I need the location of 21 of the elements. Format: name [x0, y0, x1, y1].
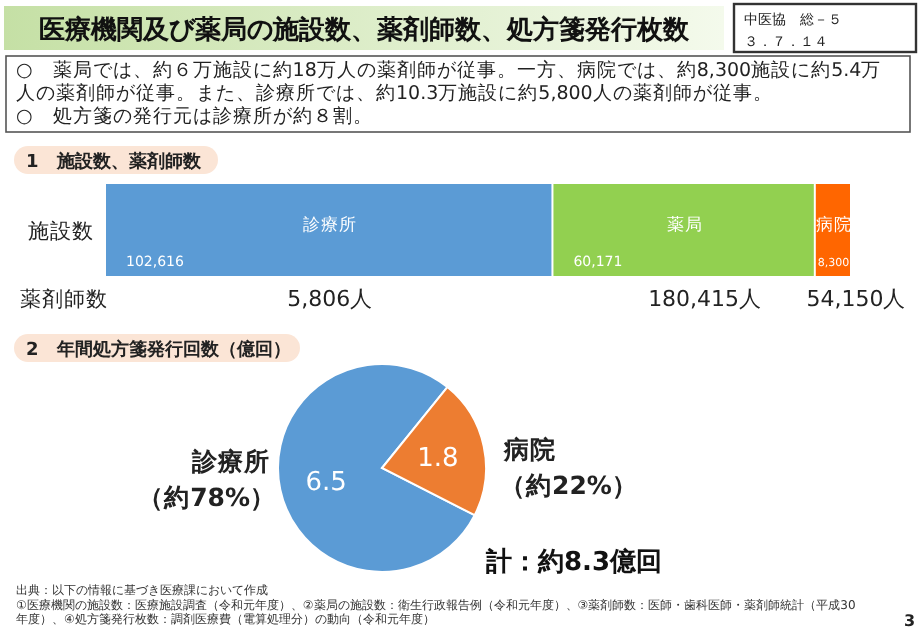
slice-label: 診療所	[190, 446, 270, 476]
text: （約78%）	[138, 482, 276, 512]
data-label: 6.5	[305, 467, 347, 498]
text: 計：約8.3億回	[484, 546, 663, 578]
text: 薬剤師数	[20, 286, 108, 312]
data-label: 1.8	[417, 444, 459, 475]
series-label: 病院	[815, 214, 852, 236]
series-label: 薬局	[666, 214, 703, 236]
text: 54,150人	[806, 286, 906, 312]
text: 180,415人	[648, 286, 762, 312]
text: ○ 薬局では、約６万施設に約18万人の薬剤師が従事。一方、病院では、約8,300施設に約5.4万人の薬剤師が従事。また、診療所では、約10.3万施設に約5,800人の薬剤師が従事。	[16, 58, 882, 105]
slice-label: 病院	[502, 434, 556, 464]
chart-title: 2 年間処方箋発行回数（億回）	[26, 339, 291, 361]
text: 5,806人	[287, 286, 373, 312]
chart-subtitle: 1 施設数、薬剤師数	[26, 151, 203, 173]
series-label: 診療所	[302, 214, 357, 236]
chart-title: 医療機関及び薬局の施設数、薬剤師数、処方箋発行枚数	[39, 14, 691, 46]
text: （約22%）	[500, 470, 638, 500]
text: ○ 処方箋の発行元は診療所が約８割。	[16, 104, 373, 128]
y-tick-label: 施設数	[28, 218, 94, 244]
text: 3	[904, 612, 916, 630]
